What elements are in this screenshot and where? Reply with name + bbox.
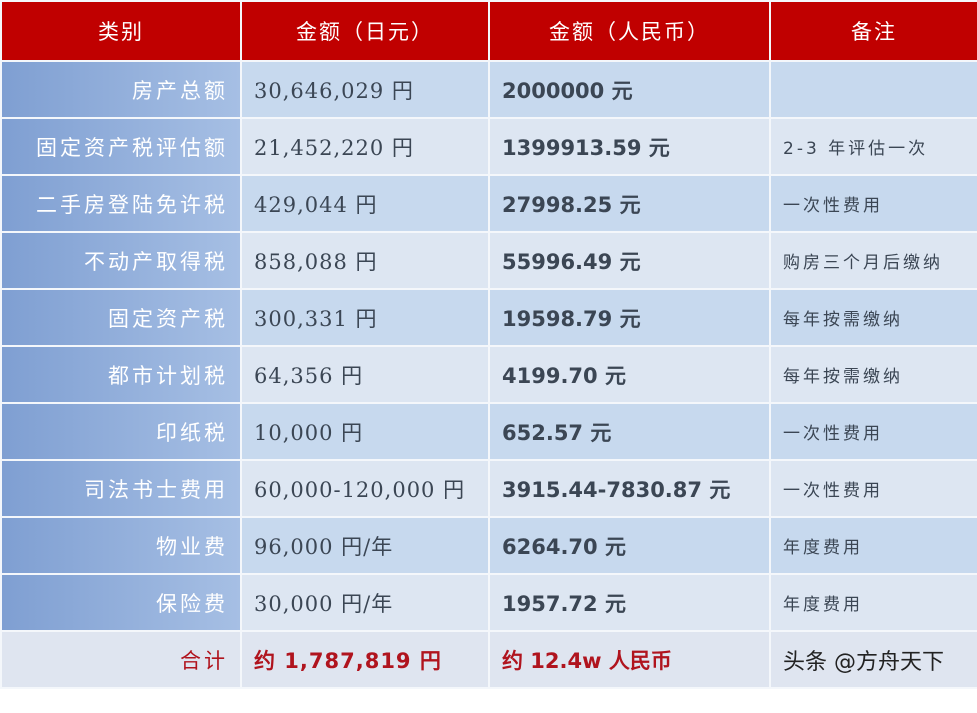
table-row: 印纸税 10,000 円 652.57 元一次性费用	[0, 402, 977, 461]
cell-rmb: 3915.44-7830.87 元	[488, 459, 771, 518]
total-jpy: 约 1,787,819 円	[240, 630, 490, 689]
cell-rmb: 4199.70 元	[488, 345, 771, 404]
cell-note	[769, 60, 977, 119]
cell-rmb: 1957.72 元	[488, 573, 771, 632]
cell-note: 2-3 年评估一次	[769, 117, 977, 176]
cell-category: 司法书士费用	[0, 459, 242, 518]
cell-rmb: 55996.49 元	[488, 231, 771, 290]
cell-category: 房产总额	[0, 60, 242, 119]
cell-jpy: 858,088 円	[240, 231, 490, 290]
cell-note: 一次性费用	[769, 402, 977, 461]
cell-rmb: 2000000 元	[488, 60, 771, 119]
cell-jpy: 300,331 円	[240, 288, 490, 347]
cell-jpy: 429,044 円	[240, 174, 490, 233]
table-row: 都市计划税 64,356 円 4199.70 元每年按需缴纳	[0, 345, 977, 404]
cell-category: 不动产取得税	[0, 231, 242, 290]
table-row: 司法书士费用 60,000-120,000 円 3915.44-7830.87 元一…	[0, 459, 977, 518]
cell-note: 年度费用	[769, 516, 977, 575]
header-rmb: 金额（人民币）	[488, 0, 771, 62]
header-category: 类别	[0, 0, 242, 62]
table-row: 固定资产税评估额 21,452,220 円 1399913.59 元 2-3 年评估一…	[0, 117, 977, 176]
cell-rmb: 6264.70 元	[488, 516, 771, 575]
cell-category: 印纸税	[0, 402, 242, 461]
table-row: 房产总额 30,646,029 円 2000000 元	[0, 60, 977, 119]
cell-jpy: 10,000 円	[240, 402, 490, 461]
cell-jpy: 21,452,220 円	[240, 117, 490, 176]
cell-note: 年度费用	[769, 573, 977, 632]
cell-jpy: 60,000-120,000 円	[240, 459, 490, 518]
table-row: 保险费 30,000 円/年 1957.72 元年度费用	[0, 573, 977, 632]
cell-note: 每年按需缴纳	[769, 288, 977, 347]
tax-table: 类别 金额（日元） 金额（人民币） 备注 房产总额 30,646,029 円 200…	[0, 0, 977, 689]
cell-rmb: 19598.79 元	[488, 288, 771, 347]
cell-rmb: 27998.25 元	[488, 174, 771, 233]
cell-category: 物业费	[0, 516, 242, 575]
watermark: 头条 @方舟天下	[769, 630, 977, 689]
table-row: 物业费 96,000 円/年 6264.70 元年度费用	[0, 516, 977, 575]
total-rmb: 约 12.4w 人民币	[488, 630, 771, 689]
header-jpy: 金额（日元）	[240, 0, 490, 62]
cell-note: 一次性费用	[769, 174, 977, 233]
cell-category: 保险费	[0, 573, 242, 632]
cell-rmb: 652.57 元	[488, 402, 771, 461]
watermark-text: 头条 @方舟天下	[783, 649, 944, 675]
table-row: 二手房登陆免许税 429,044 円 27998.25 元一次性费用	[0, 174, 977, 233]
cell-jpy: 64,356 円	[240, 345, 490, 404]
cell-jpy: 96,000 円/年	[240, 516, 490, 575]
cell-jpy: 30,646,029 円	[240, 60, 490, 119]
cell-note: 每年按需缴纳	[769, 345, 977, 404]
cell-rmb: 1399913.59 元	[488, 117, 771, 176]
header-row: 类别 金额（日元） 金额（人民币） 备注	[0, 0, 977, 62]
cell-category: 固定资产税评估额	[0, 117, 242, 176]
cell-note: 一次性费用	[769, 459, 977, 518]
cell-category: 二手房登陆免许税	[0, 174, 242, 233]
cell-category: 固定资产税	[0, 288, 242, 347]
table-row: 不动产取得税 858,088 円 55996.49 元购房三个月后缴纳	[0, 231, 977, 290]
cell-category: 都市计划税	[0, 345, 242, 404]
header-note: 备注	[769, 0, 977, 62]
total-row: 合计约 1,787,819 円约 12.4w 人民币 头条 @方舟天下	[0, 630, 977, 689]
table-row: 固定资产税 300,331 円 19598.79 元每年按需缴纳	[0, 288, 977, 347]
cell-note: 购房三个月后缴纳	[769, 231, 977, 290]
cell-jpy: 30,000 円/年	[240, 573, 490, 632]
total-label: 合计	[0, 630, 242, 689]
